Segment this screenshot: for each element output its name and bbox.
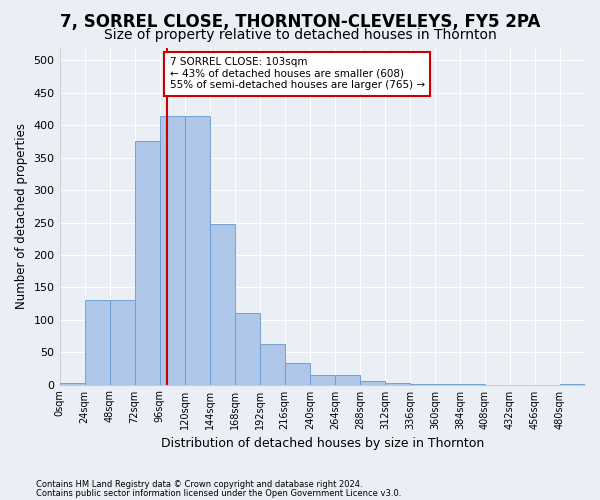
- Y-axis label: Number of detached properties: Number of detached properties: [15, 123, 28, 309]
- Bar: [110, 300, 134, 384]
- Bar: [260, 344, 285, 384]
- Bar: [134, 142, 160, 384]
- Bar: [160, 116, 185, 384]
- Text: Contains public sector information licensed under the Open Government Licence v3: Contains public sector information licen…: [36, 489, 401, 498]
- Bar: [209, 224, 235, 384]
- Bar: [185, 116, 209, 384]
- Bar: [335, 375, 360, 384]
- Text: Size of property relative to detached houses in Thornton: Size of property relative to detached ho…: [104, 28, 496, 42]
- Bar: [85, 300, 110, 384]
- Bar: [285, 363, 310, 384]
- Bar: [59, 382, 85, 384]
- X-axis label: Distribution of detached houses by size in Thornton: Distribution of detached houses by size …: [161, 437, 484, 450]
- Text: 7 SORREL CLOSE: 103sqm
← 43% of detached houses are smaller (608)
55% of semi-de: 7 SORREL CLOSE: 103sqm ← 43% of detached…: [170, 57, 425, 90]
- Bar: [310, 375, 335, 384]
- Bar: [235, 314, 260, 384]
- Text: 7, SORREL CLOSE, THORNTON-CLEVELEYS, FY5 2PA: 7, SORREL CLOSE, THORNTON-CLEVELEYS, FY5…: [60, 12, 540, 30]
- Bar: [360, 380, 385, 384]
- Text: Contains HM Land Registry data © Crown copyright and database right 2024.: Contains HM Land Registry data © Crown c…: [36, 480, 362, 489]
